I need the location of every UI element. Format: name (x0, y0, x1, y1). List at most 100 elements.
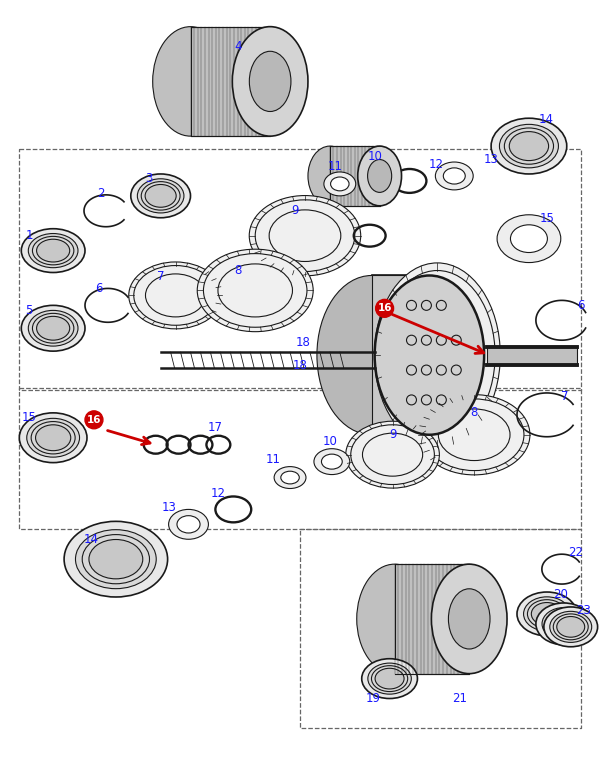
Text: 11: 11 (328, 159, 343, 172)
Text: 22: 22 (568, 546, 583, 559)
Ellipse shape (274, 467, 306, 488)
Text: 21: 21 (452, 692, 467, 705)
Text: 8: 8 (470, 407, 478, 420)
Text: 14: 14 (83, 533, 98, 546)
Ellipse shape (331, 177, 349, 191)
Text: 15: 15 (539, 212, 554, 225)
Ellipse shape (532, 603, 562, 626)
Ellipse shape (557, 617, 585, 637)
Ellipse shape (35, 425, 71, 451)
Polygon shape (395, 564, 469, 674)
Ellipse shape (368, 663, 412, 694)
Ellipse shape (358, 146, 401, 206)
Text: 2: 2 (97, 188, 104, 201)
Ellipse shape (499, 124, 559, 168)
Ellipse shape (368, 159, 392, 192)
Text: 6: 6 (95, 282, 103, 295)
Ellipse shape (317, 275, 427, 435)
Ellipse shape (37, 317, 70, 340)
Ellipse shape (76, 530, 156, 589)
Ellipse shape (374, 275, 484, 435)
Text: 12: 12 (429, 157, 444, 170)
Text: 13: 13 (161, 501, 176, 514)
Circle shape (376, 299, 394, 317)
Ellipse shape (509, 131, 548, 160)
Ellipse shape (27, 418, 80, 457)
Ellipse shape (362, 658, 418, 698)
Ellipse shape (152, 27, 229, 136)
Text: 23: 23 (576, 604, 591, 617)
Ellipse shape (322, 454, 342, 469)
Ellipse shape (89, 539, 143, 579)
Ellipse shape (544, 607, 598, 647)
Text: 10: 10 (322, 435, 337, 448)
Ellipse shape (169, 510, 208, 539)
Text: 9: 9 (389, 428, 397, 441)
Text: 16: 16 (87, 415, 101, 425)
Ellipse shape (536, 603, 592, 645)
Text: 13: 13 (484, 153, 499, 166)
Ellipse shape (197, 250, 313, 332)
Polygon shape (487, 347, 577, 365)
Ellipse shape (375, 668, 404, 689)
Ellipse shape (497, 214, 561, 262)
Text: 10: 10 (367, 150, 382, 163)
Polygon shape (191, 27, 270, 136)
Ellipse shape (436, 162, 473, 190)
Circle shape (85, 410, 103, 429)
Ellipse shape (431, 564, 507, 674)
Ellipse shape (64, 521, 167, 597)
Text: 7: 7 (561, 391, 569, 404)
Ellipse shape (511, 225, 547, 253)
Ellipse shape (549, 613, 578, 635)
Ellipse shape (308, 146, 352, 206)
Text: 12: 12 (211, 487, 226, 500)
Ellipse shape (374, 263, 500, 447)
Ellipse shape (324, 172, 356, 196)
Ellipse shape (448, 589, 490, 649)
Ellipse shape (21, 229, 85, 272)
Text: 7: 7 (157, 270, 164, 283)
Text: 18: 18 (293, 359, 307, 372)
Ellipse shape (491, 118, 567, 174)
Text: 5: 5 (26, 304, 33, 317)
Text: 3: 3 (145, 172, 152, 185)
Ellipse shape (250, 51, 291, 111)
Ellipse shape (281, 472, 299, 484)
Ellipse shape (418, 394, 530, 475)
Ellipse shape (129, 262, 223, 329)
Text: 6: 6 (577, 299, 584, 312)
Ellipse shape (314, 449, 350, 475)
Text: 17: 17 (208, 421, 223, 434)
Text: 8: 8 (235, 264, 242, 277)
Text: 20: 20 (553, 588, 568, 600)
Ellipse shape (249, 195, 361, 275)
Ellipse shape (443, 168, 465, 184)
Ellipse shape (232, 27, 308, 136)
Ellipse shape (524, 597, 570, 631)
Polygon shape (330, 146, 380, 206)
Ellipse shape (28, 233, 78, 268)
Ellipse shape (145, 185, 176, 208)
Text: 1: 1 (26, 229, 33, 242)
Ellipse shape (137, 179, 184, 213)
Text: 9: 9 (291, 204, 299, 217)
Ellipse shape (346, 421, 439, 488)
Polygon shape (371, 275, 430, 435)
Ellipse shape (37, 240, 70, 262)
Ellipse shape (517, 592, 577, 636)
Text: 18: 18 (296, 336, 310, 349)
Text: 16: 16 (377, 304, 392, 314)
Text: 11: 11 (266, 453, 281, 466)
Ellipse shape (550, 611, 592, 642)
Ellipse shape (21, 305, 85, 351)
Text: 19: 19 (366, 692, 381, 705)
Ellipse shape (177, 516, 200, 533)
Ellipse shape (131, 174, 191, 217)
Text: 15: 15 (22, 411, 37, 424)
Ellipse shape (542, 607, 586, 640)
Ellipse shape (19, 413, 87, 462)
Text: 14: 14 (538, 113, 553, 126)
Text: 4: 4 (235, 40, 242, 53)
Ellipse shape (357, 564, 433, 674)
